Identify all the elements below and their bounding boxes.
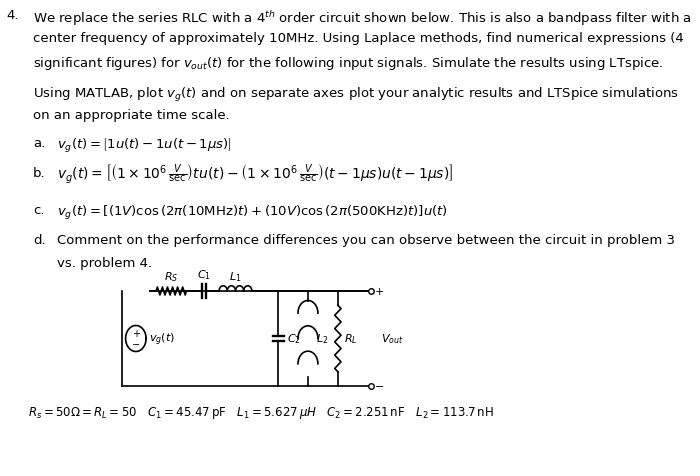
Text: significant figures) for $v_{out}(t)$ for the following input signals. Simulate : significant figures) for $v_{out}(t)$ fo… [33,55,664,72]
Text: Using MATLAB, plot $v_g(t)$ and on separate axes plot your analytic results and : Using MATLAB, plot $v_g(t)$ and on separ… [33,86,679,104]
Text: b.: b. [33,167,46,179]
Text: $v_g(t) = \left[\left(1\times10^6\,\frac{V}{\mathrm{sec}}\right)tu(t) - \left(1\: $v_g(t) = \left[\left(1\times10^6\,\frac… [57,162,453,186]
Text: $L_1$: $L_1$ [230,269,242,283]
Text: $R_S$: $R_S$ [164,269,178,283]
Text: $L_2$: $L_2$ [316,332,328,346]
Text: center frequency of approximately 10MHz. Using Laplace methods, find numerical e: center frequency of approximately 10MHz.… [33,32,684,45]
Text: $v_g(t)$: $v_g(t)$ [149,331,175,347]
Text: $v_g(t) = \left[(1V)\cos\left(2\pi(10\mathrm{MHz})t\right)+(10V)\cos\left(2\pi(5: $v_g(t) = \left[(1V)\cos\left(2\pi(10\ma… [57,204,447,221]
Text: $C_1$: $C_1$ [197,268,211,281]
Text: −: − [375,381,384,391]
Text: d.: d. [33,234,46,247]
Text: $R_L$: $R_L$ [344,332,358,346]
Text: a.: a. [33,137,46,149]
Text: c.: c. [33,204,45,217]
Text: $C_2$: $C_2$ [288,332,302,346]
Text: We replace the series RLC with a 4$^{th}$ order circuit shown below. This is als: We replace the series RLC with a 4$^{th}… [33,9,692,28]
Text: vs. problem 4.: vs. problem 4. [57,257,152,269]
Text: Comment on the performance differences you can observe between the circuit in pr: Comment on the performance differences y… [57,234,675,247]
Text: +: + [375,287,384,297]
Text: −: − [132,339,140,349]
Text: $R_s = 50\Omega = R_L = 50\quad C_1 = 45.47\,\mathrm{pF}\quad L_1 = 5.627\,\mu H: $R_s = 50\Omega = R_L = 50\quad C_1 = 45… [27,404,493,420]
Text: on an appropriate time scale.: on an appropriate time scale. [33,109,230,122]
Text: $v_g(t) = \left[1u(t) - 1u(t-1\mu s)\right]$: $v_g(t) = \left[1u(t) - 1u(t-1\mu s)\rig… [57,137,232,155]
Text: 4.: 4. [6,9,19,22]
Text: $V_{out}$: $V_{out}$ [382,332,404,346]
Text: +: + [132,328,140,338]
